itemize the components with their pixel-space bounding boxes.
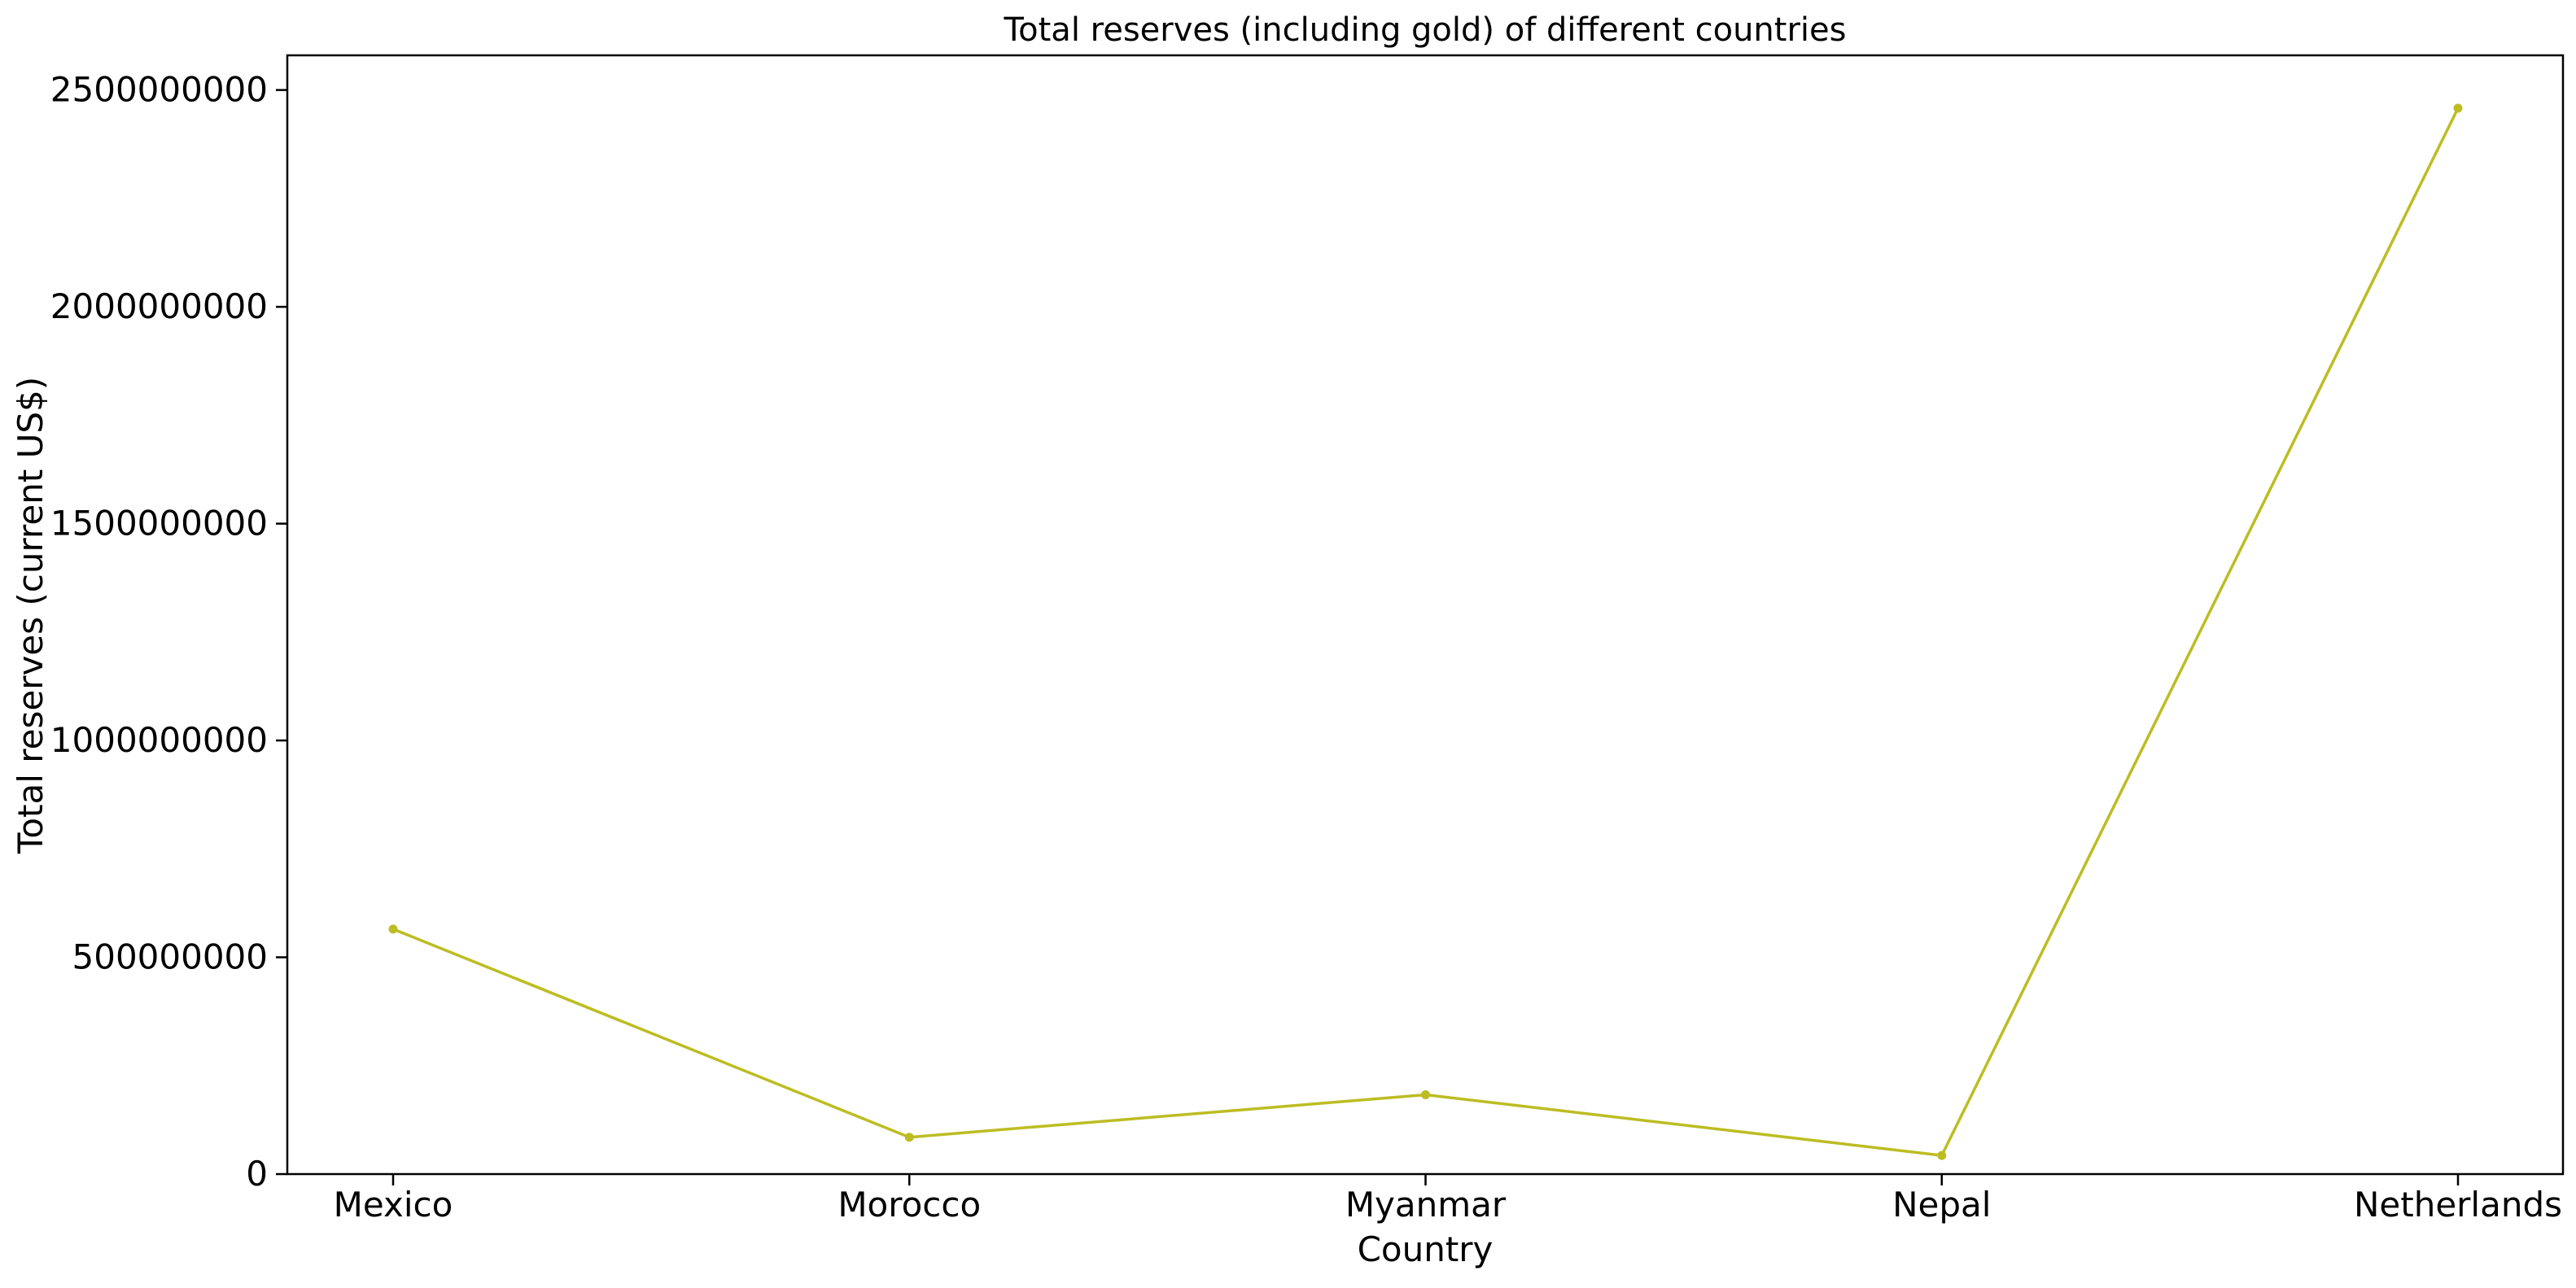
data-point-nepal bbox=[1937, 1150, 1947, 1160]
x-tick-label: Netherlands bbox=[2354, 1185, 2562, 1225]
y-tick-label: 500000000 bbox=[72, 937, 269, 977]
data-point-myanmar bbox=[1421, 1089, 1430, 1099]
x-axis-label: Country bbox=[1358, 1229, 1494, 1269]
chart-title: Total reserves (including gold) of diffe… bbox=[1004, 11, 1847, 49]
y-tick-label: 2000000000 bbox=[50, 286, 268, 326]
y-tick-label: 1000000000 bbox=[50, 720, 268, 760]
series-layer bbox=[388, 103, 2463, 1160]
x-tick-label: Myanmar bbox=[1345, 1185, 1507, 1225]
x-tick-label: Mexico bbox=[334, 1185, 453, 1225]
x-tick-label: Nepal bbox=[1892, 1185, 1991, 1225]
plot-frame bbox=[286, 54, 2565, 1176]
data-point-mexico bbox=[388, 924, 398, 934]
y-tick-label: 0 bbox=[246, 1154, 268, 1194]
y-axis-label: Total reserves (current US$) bbox=[11, 377, 50, 854]
data-point-morocco bbox=[904, 1133, 914, 1142]
y-tick-label: 1500000000 bbox=[50, 504, 268, 544]
data-point-netherlands bbox=[2453, 103, 2463, 113]
y-tick-label: 2500000000 bbox=[50, 70, 268, 110]
x-axis-ticks: Mexico Morocco Myanmar Nepal Netherlands bbox=[334, 1174, 2562, 1225]
y-axis-ticks: 0 500000000 1000000000 1500000000 2000000000… bbox=[50, 70, 287, 1194]
x-tick-label: Morocco bbox=[838, 1185, 981, 1225]
